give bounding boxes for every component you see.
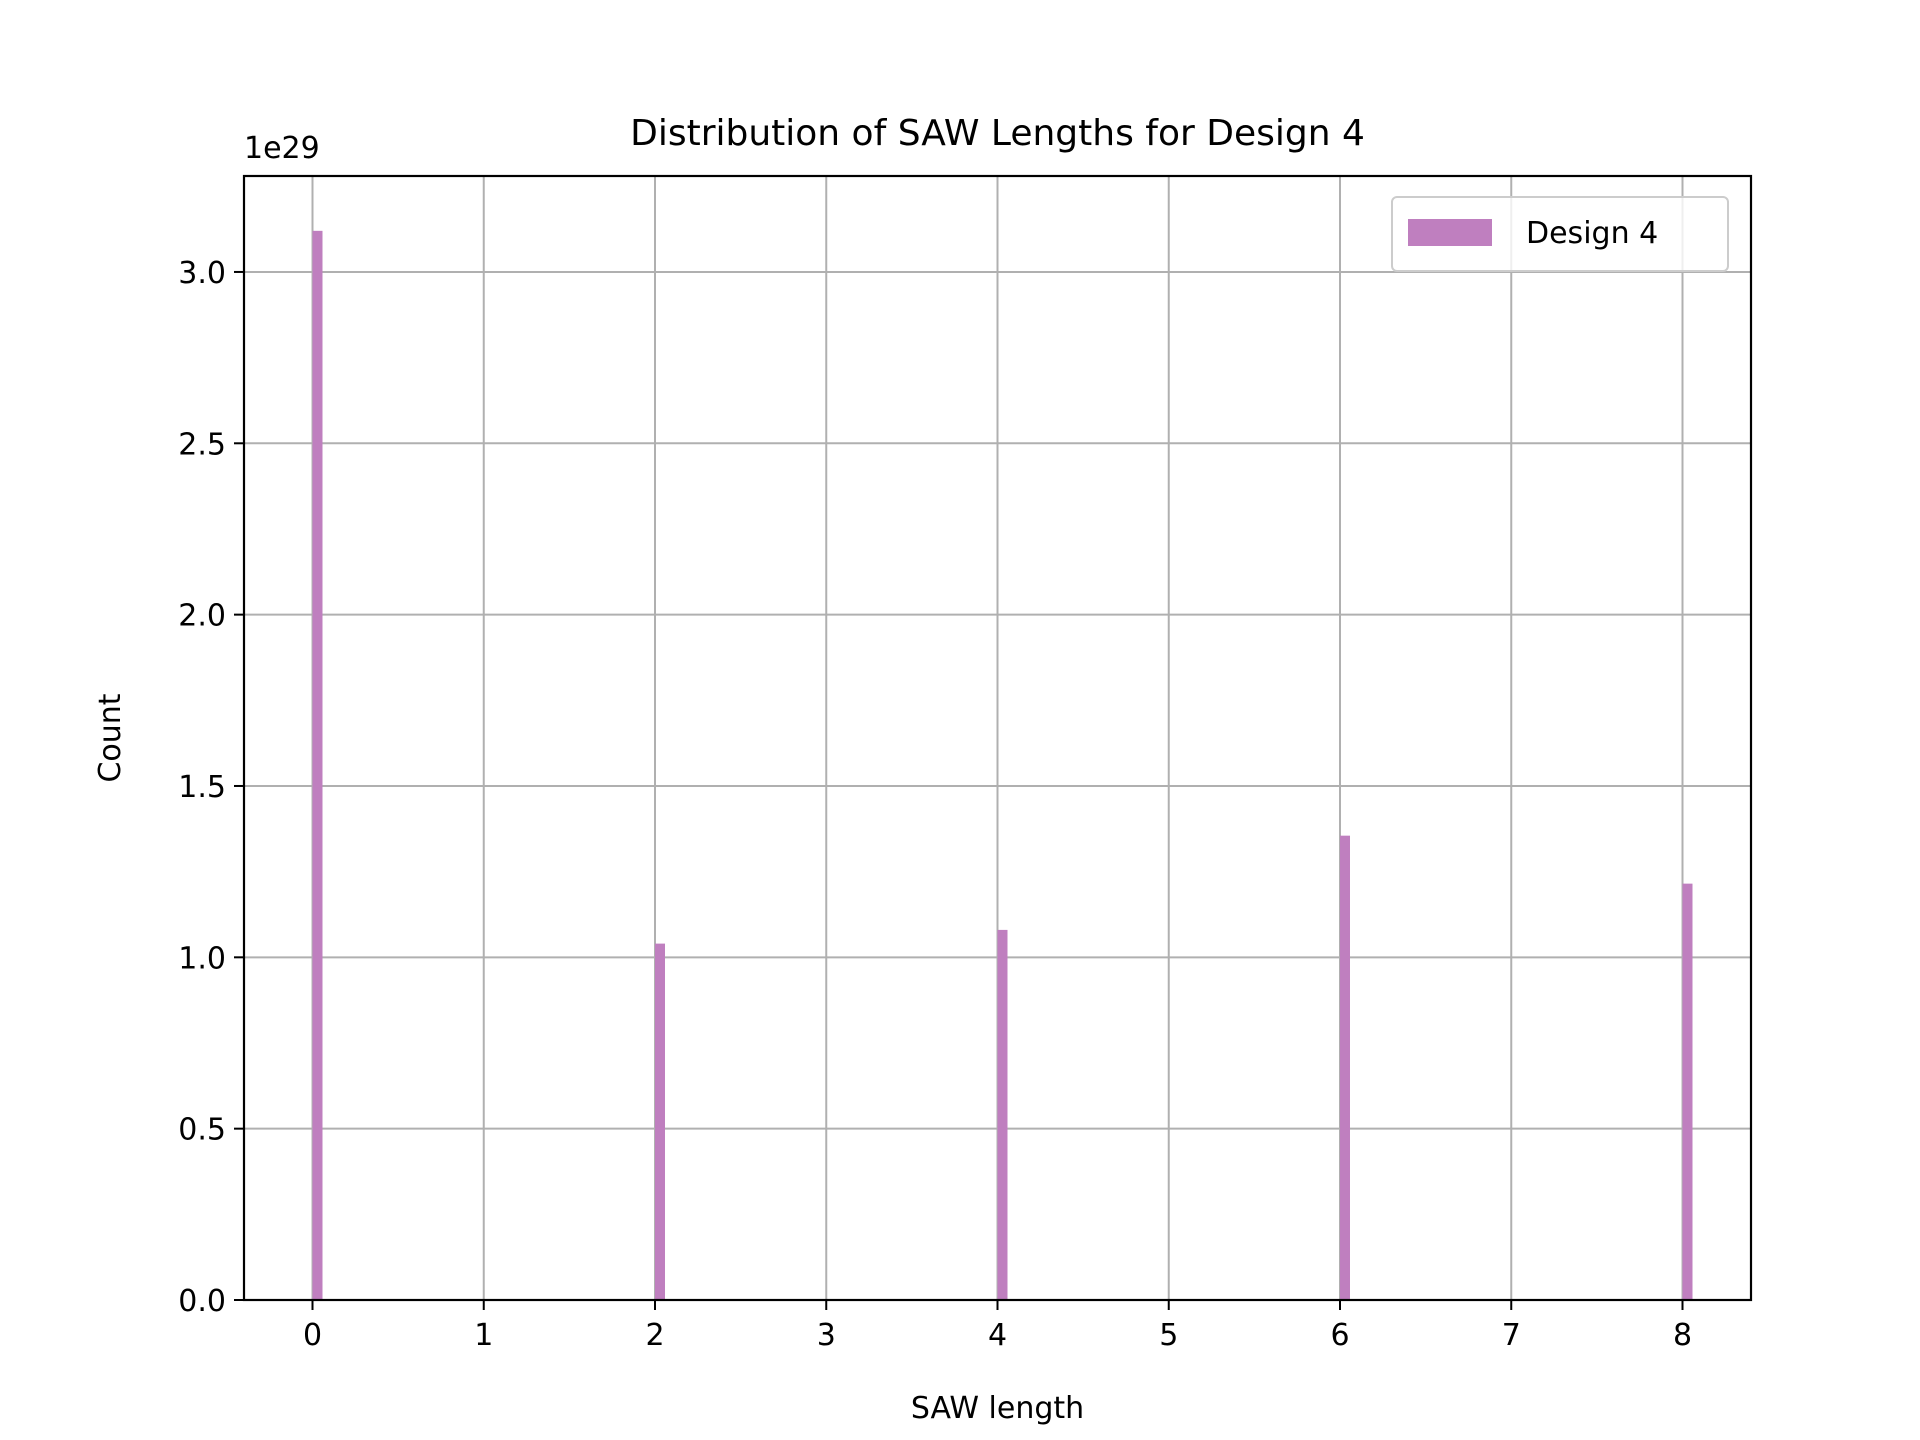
chart-title: Distribution of SAW Lengths for Design 4: [630, 113, 1365, 154]
bar-6: [1340, 835, 1350, 1300]
y-axis-label: Count: [93, 693, 128, 782]
x-tick-label: 4: [988, 1318, 1007, 1353]
x-tick-label: 6: [1330, 1318, 1349, 1353]
x-tick-label: 0: [303, 1318, 322, 1353]
legend-label: Design 4: [1526, 216, 1658, 251]
y-tick-label: 1.0: [178, 941, 226, 976]
y-tick-label: 1.5: [178, 770, 226, 805]
legend: Design 4: [1391, 196, 1729, 272]
bar-2: [655, 943, 665, 1300]
bars: [312, 230, 1693, 1301]
legend-swatch: [1408, 219, 1492, 246]
y-tick-label: 3.0: [178, 256, 226, 291]
x-tick-label: 3: [817, 1318, 836, 1353]
x-tick-label: 1: [474, 1318, 493, 1353]
bar-8: [1682, 883, 1693, 1300]
y-tick-label: 2.5: [178, 427, 226, 462]
y-ticks: 0.0 0.5 1.0 1.5 2.0 2.5 3.0: [178, 256, 244, 1319]
axis-offset-text: 1e29: [244, 131, 320, 166]
x-axis-label: SAW length: [911, 1391, 1084, 1426]
x-tick-label: 7: [1502, 1318, 1521, 1353]
y-tick-label: 0.5: [178, 1113, 226, 1148]
x-tick-label: 8: [1673, 1318, 1692, 1353]
y-tick-label: 0.0: [178, 1284, 226, 1319]
y-tick-label: 2.0: [178, 599, 226, 634]
x-tick-label: 5: [1159, 1318, 1178, 1353]
bar-4: [997, 929, 1008, 1300]
bar-0: [312, 230, 323, 1301]
legend-box: [1391, 196, 1729, 272]
x-tick-label: 2: [645, 1318, 664, 1353]
x-ticks: 0 1 2 3 4 5 6 7 8: [303, 1300, 1692, 1353]
